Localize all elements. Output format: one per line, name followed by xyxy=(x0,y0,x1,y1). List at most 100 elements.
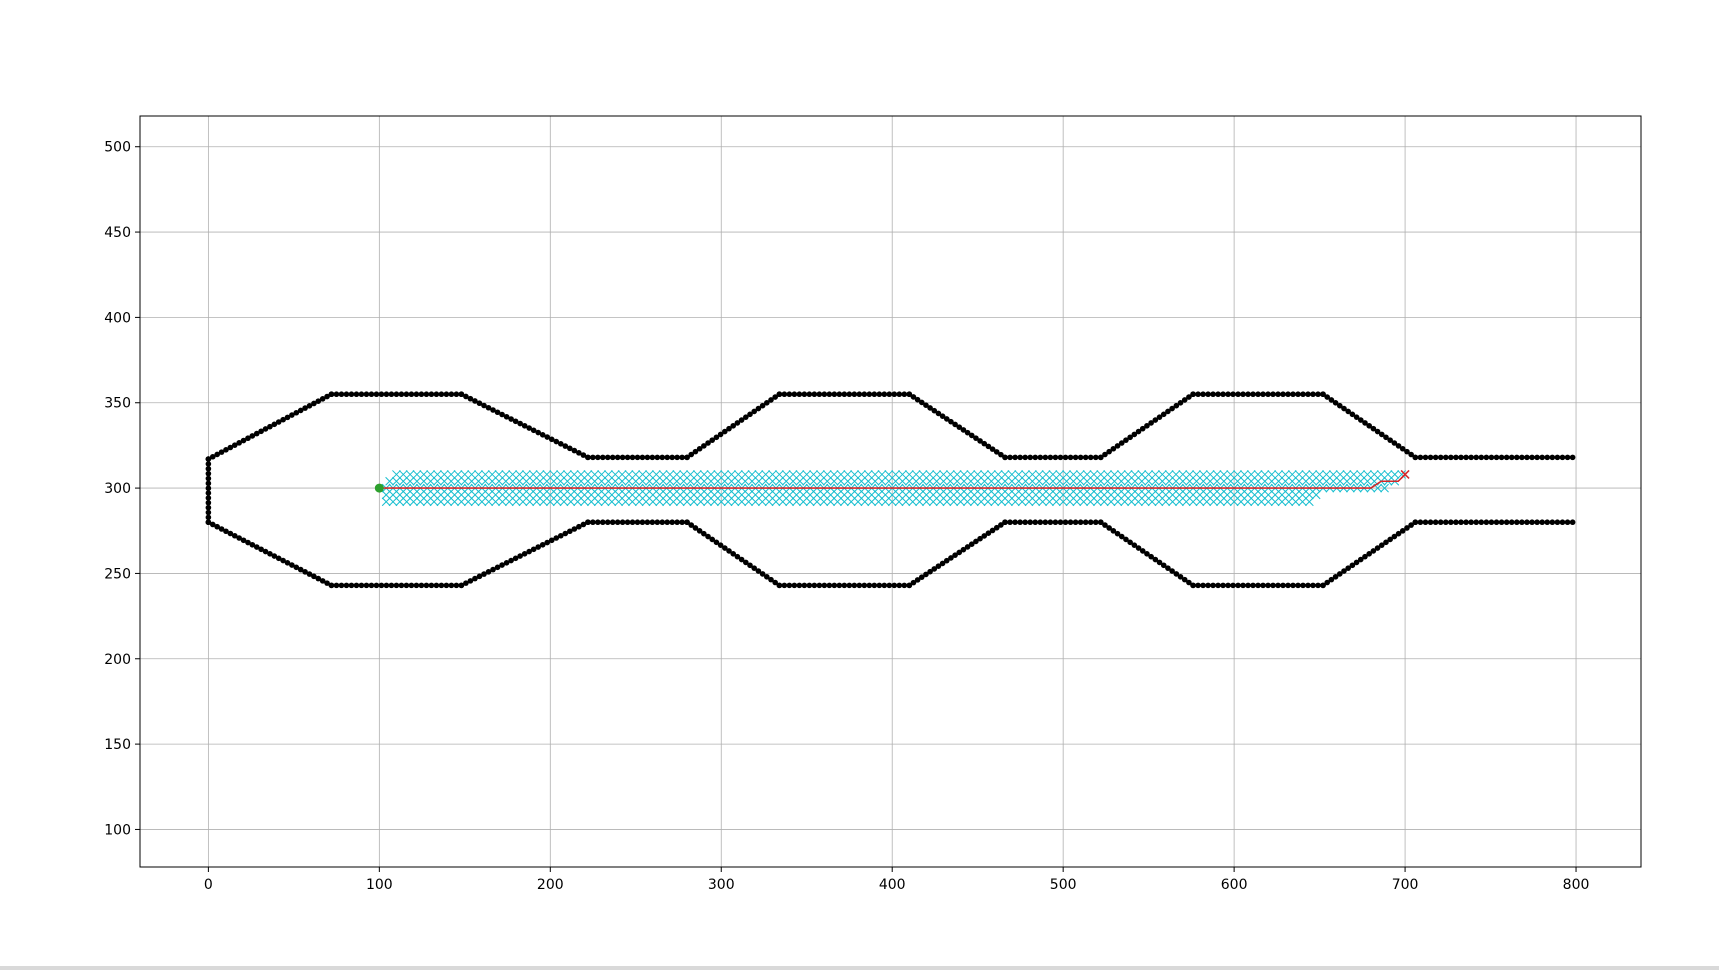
explored-node xyxy=(761,476,771,486)
upper-wall-point xyxy=(1275,391,1281,398)
explored-node xyxy=(963,497,972,507)
upper-wall-point xyxy=(1488,454,1495,461)
lower-wall-point xyxy=(964,544,971,550)
lower-wall-point xyxy=(585,519,591,526)
lower-wall-point xyxy=(973,538,979,545)
explored-node xyxy=(1212,470,1222,479)
upper-wall-point xyxy=(275,419,282,425)
upper-wall-point xyxy=(562,443,569,449)
explored-node xyxy=(1014,470,1024,479)
upper-wall-point xyxy=(836,391,843,398)
explored-node xyxy=(409,497,418,507)
upper-wall-point xyxy=(734,420,741,426)
x-tick-label: 500 xyxy=(1050,877,1077,893)
explored-node xyxy=(819,490,829,500)
explored-node xyxy=(474,470,483,479)
lower-wall-point xyxy=(553,535,560,541)
explored-node xyxy=(1192,476,1201,486)
explored-node xyxy=(1308,476,1318,486)
explored-node xyxy=(583,476,593,486)
lower-wall-point xyxy=(1037,519,1044,526)
explored-node xyxy=(381,497,391,507)
upper-wall-point xyxy=(772,394,778,400)
explored-node xyxy=(1284,490,1294,500)
explored-node xyxy=(621,490,630,500)
lower-wall-point xyxy=(1290,582,1296,589)
upper-wall-point xyxy=(896,391,903,398)
track-walls xyxy=(205,391,1576,589)
lower-wall-point xyxy=(851,582,858,589)
upper-wall-point xyxy=(1106,448,1112,455)
axes-frame xyxy=(139,115,1642,868)
explored-node xyxy=(395,497,405,507)
explored-node xyxy=(1315,476,1324,486)
lower-wall-point xyxy=(619,519,626,526)
explored-node xyxy=(1055,470,1065,479)
explored-node xyxy=(672,476,682,486)
lower-wall-point xyxy=(485,569,492,575)
explored-node xyxy=(669,497,678,507)
upper-wall-point xyxy=(433,391,440,398)
explored-node xyxy=(569,470,579,479)
explored-node xyxy=(1072,490,1082,500)
explored-node xyxy=(576,476,586,486)
upper-wall-point xyxy=(1042,454,1049,461)
explored-node xyxy=(915,497,924,507)
y-tick-label: 300 xyxy=(104,481,131,497)
lower-wall-point xyxy=(1220,582,1226,589)
explored-node xyxy=(1045,490,1054,500)
explored-node xyxy=(450,490,459,500)
lower-wall-point xyxy=(654,519,661,526)
explored-node xyxy=(853,497,863,507)
lower-wall-point xyxy=(1519,519,1525,526)
explored-node xyxy=(727,476,736,486)
lower-wall-point xyxy=(1508,519,1515,526)
explored-node xyxy=(1072,497,1082,507)
explored-node xyxy=(1024,490,1034,500)
upper-wall-point xyxy=(1328,397,1335,403)
explored-node xyxy=(532,490,541,500)
upper-wall-point xyxy=(1102,451,1108,458)
explored-node xyxy=(792,490,801,500)
lower-wall-point xyxy=(249,541,256,548)
upper-wall-point xyxy=(1017,454,1023,461)
explored-node xyxy=(463,490,473,500)
explored-nodes xyxy=(381,470,1407,507)
upper-wall-point xyxy=(1215,391,1221,398)
lower-wall-point xyxy=(490,566,496,573)
lower-wall-point xyxy=(353,582,360,589)
upper-wall-point xyxy=(302,405,308,411)
explored-node xyxy=(631,470,641,479)
explored-node xyxy=(997,497,1006,507)
explored-node xyxy=(1202,497,1212,507)
explored-node xyxy=(993,476,1003,486)
lower-wall-point xyxy=(231,532,238,539)
lower-wall-point xyxy=(722,545,728,551)
explored-node xyxy=(522,470,531,479)
explored-node xyxy=(1007,476,1017,486)
upper-wall-point xyxy=(348,391,355,398)
lower-wall-point xyxy=(236,535,242,541)
upper-wall-point xyxy=(428,391,435,398)
explored-node xyxy=(713,470,723,479)
left-wall-point xyxy=(205,465,212,472)
lower-wall-point xyxy=(1417,519,1424,526)
lower-wall-point xyxy=(223,528,229,535)
upper-wall-point xyxy=(1514,454,1520,461)
explored-node xyxy=(422,490,432,500)
explored-node xyxy=(966,470,976,479)
explored-node xyxy=(751,497,760,507)
explored-node xyxy=(552,490,562,500)
explored-node xyxy=(1198,476,1208,486)
explored-node xyxy=(1229,497,1239,507)
lower-wall-point xyxy=(383,582,390,589)
upper-wall-point xyxy=(1260,391,1266,398)
explored-node xyxy=(450,497,459,507)
explored-node xyxy=(1086,490,1095,500)
explored-node xyxy=(1045,497,1054,507)
explored-node xyxy=(433,476,442,486)
explored-node xyxy=(470,490,480,500)
explored-node xyxy=(1140,490,1150,500)
lower-wall-point xyxy=(398,582,405,589)
